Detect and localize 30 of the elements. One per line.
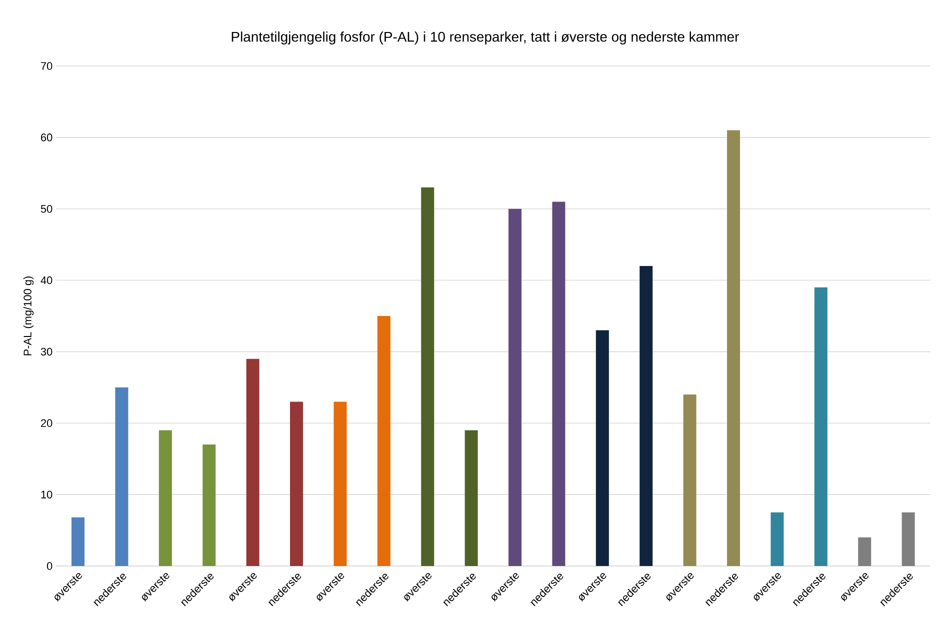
y-tick-label: 0 bbox=[46, 562, 52, 570]
bar bbox=[377, 316, 390, 566]
bar bbox=[552, 202, 566, 566]
bar bbox=[508, 208, 522, 566]
y-tick-label: 40 bbox=[40, 276, 52, 284]
bar bbox=[202, 444, 216, 566]
bar bbox=[421, 187, 434, 566]
y-axis-title: P-AL (mg/100 g) bbox=[23, 276, 34, 356]
chart-title: Plantetilgjengelig fosfor (P-AL) i 10 renseparker, tatt i øverste og nederste kammer bbox=[232, 31, 739, 44]
bar bbox=[814, 287, 828, 566]
bar bbox=[72, 517, 85, 566]
bar bbox=[158, 430, 172, 566]
y-tick-label: 30 bbox=[40, 348, 52, 356]
bar bbox=[683, 394, 696, 566]
y-tick-label: 60 bbox=[41, 134, 52, 142]
bar bbox=[115, 387, 128, 566]
bar bbox=[290, 402, 304, 566]
bar bbox=[902, 512, 915, 566]
y-tick-label: 70 bbox=[41, 62, 52, 70]
y-tick-label: 20 bbox=[40, 419, 52, 428]
bar bbox=[464, 430, 478, 566]
bar bbox=[640, 266, 653, 566]
y-tick-label: 50 bbox=[40, 204, 52, 213]
bar bbox=[770, 512, 784, 566]
y-tick-label: 10 bbox=[41, 490, 52, 498]
bar bbox=[246, 358, 260, 566]
bar bbox=[727, 130, 740, 566]
bar bbox=[596, 330, 609, 566]
bar bbox=[334, 402, 347, 566]
bar bbox=[858, 537, 872, 566]
